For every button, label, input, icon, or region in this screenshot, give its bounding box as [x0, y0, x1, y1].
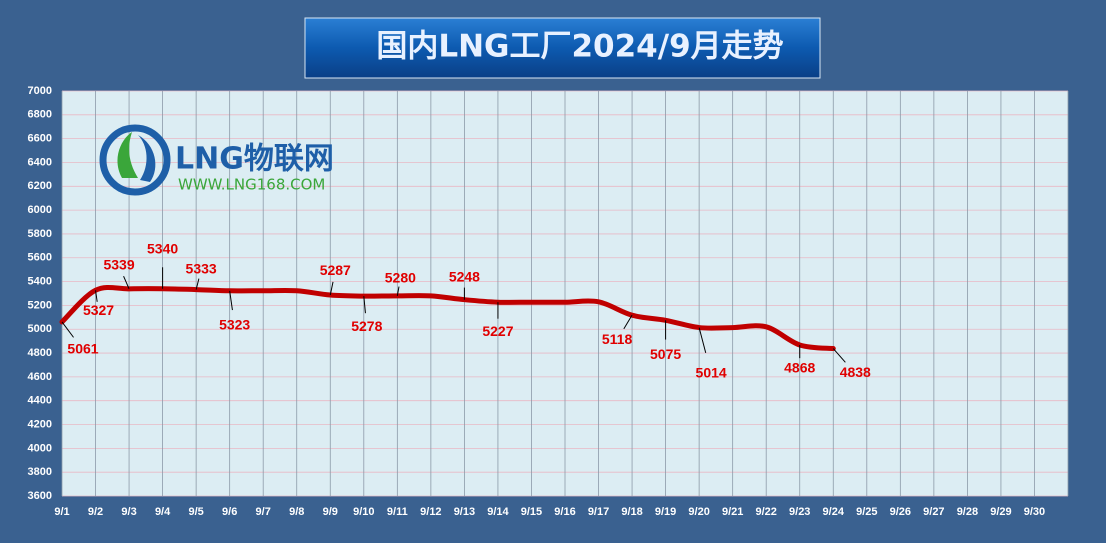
y-tick-label: 6000: [28, 204, 52, 216]
x-tick-label: 9/20: [688, 506, 709, 518]
x-tick-label: 9/25: [856, 506, 877, 518]
leader-line: [229, 290, 233, 311]
y-tick-label: 3800: [28, 466, 52, 478]
data-label: 5280: [385, 270, 416, 286]
y-tick-label: 4200: [28, 418, 52, 430]
x-tick-label: 9/26: [890, 506, 911, 518]
y-tick-label: 4000: [28, 442, 52, 454]
data-label: 5075: [650, 346, 681, 362]
data-label: 5323: [219, 316, 250, 332]
logo-leaf: [138, 135, 156, 182]
x-tick-label: 9/12: [420, 506, 441, 518]
leader-line: [698, 327, 707, 353]
x-tick-label: 9/27: [923, 506, 944, 518]
chart-title: 国内LNG工厂2024/9月走势: [376, 29, 783, 65]
x-tick-label: 9/1: [54, 506, 69, 518]
x-tick-label: 9/11: [387, 506, 408, 518]
data-label: 5327: [83, 302, 114, 318]
x-tick-label: 9/4: [155, 506, 171, 518]
logo: LNG物联网 WWW.LNG168.COM: [99, 124, 334, 196]
logo-leaf: [117, 132, 138, 178]
data-label: 5278: [351, 318, 382, 334]
x-tick-label: 9/14: [487, 506, 509, 518]
y-tick-label: 5400: [28, 275, 52, 287]
series-line: [59, 284, 836, 352]
title-box: [304, 17, 821, 79]
x-tick-label: 9/22: [755, 506, 776, 518]
data-label: 5287: [320, 262, 351, 278]
y-tick-label: 6400: [28, 156, 52, 168]
data-label: 4868: [784, 360, 815, 376]
y-tick-label: 4800: [28, 347, 52, 359]
logo-name: LNG物联网: [175, 142, 334, 177]
x-tick-label: 9/5: [188, 506, 203, 518]
y-tick-label: 6800: [28, 109, 52, 121]
y-tick-label: 3600: [28, 490, 52, 502]
leader-line: [195, 278, 200, 290]
data-label: 5339: [103, 257, 134, 273]
leader-line: [61, 321, 74, 338]
data-label: 5227: [482, 323, 513, 339]
x-tick-label: 9/21: [722, 506, 743, 518]
leader-line: [363, 296, 366, 314]
y-tick-label: 6200: [28, 180, 52, 192]
x-tick-label: 9/30: [1024, 506, 1045, 518]
x-tick-label: 9/15: [521, 506, 542, 518]
x-tick-label: 9/24: [823, 506, 845, 518]
x-tick-label: 9/9: [323, 506, 338, 518]
data-label: 5248: [449, 268, 480, 284]
logo-url: WWW.LNG168.COM: [178, 176, 325, 194]
x-tick-label: 9/6: [222, 506, 237, 518]
x-tick-label: 9/7: [256, 506, 271, 518]
x-tick-label: 9/29: [990, 506, 1011, 518]
x-tick-label: 9/16: [554, 506, 575, 518]
logo-ring: [99, 124, 171, 196]
y-tick-label: 4400: [28, 395, 52, 407]
x-tick-label: 9/17: [588, 506, 609, 518]
data-label: 5118: [602, 331, 633, 347]
y-tick-label: 5200: [28, 299, 52, 311]
y-tick-label: 5600: [28, 252, 52, 264]
leader-line: [396, 286, 400, 296]
y-tick-label: 7000: [28, 85, 52, 97]
x-tick-label: 9/18: [621, 506, 642, 518]
y-tick-label: 4600: [28, 371, 52, 383]
leader-line: [95, 290, 98, 302]
x-tick-label: 9/19: [655, 506, 676, 518]
x-tick-label: 9/3: [121, 506, 136, 518]
y-tick-label: 5800: [28, 228, 52, 240]
y-tick-label: 6600: [28, 133, 52, 145]
x-tick-label: 9/28: [957, 506, 978, 518]
x-tick-label: 9/23: [789, 506, 810, 518]
data-label: 5333: [186, 260, 217, 276]
x-tick-label: 9/8: [289, 506, 304, 518]
data-label: 5014: [696, 364, 727, 380]
leader-line: [329, 281, 334, 296]
x-tick-label: 9/13: [454, 506, 475, 518]
leader-line: [832, 348, 846, 363]
y-tick-label: 5000: [28, 323, 52, 335]
x-tick-label: 9/10: [353, 506, 374, 518]
data-label: 5340: [147, 240, 178, 256]
leader-line: [123, 276, 130, 290]
leader-line: [623, 314, 633, 330]
data-label: 4838: [840, 364, 871, 380]
x-tick-label: 9/2: [88, 506, 103, 518]
data-label: 5061: [67, 341, 98, 357]
